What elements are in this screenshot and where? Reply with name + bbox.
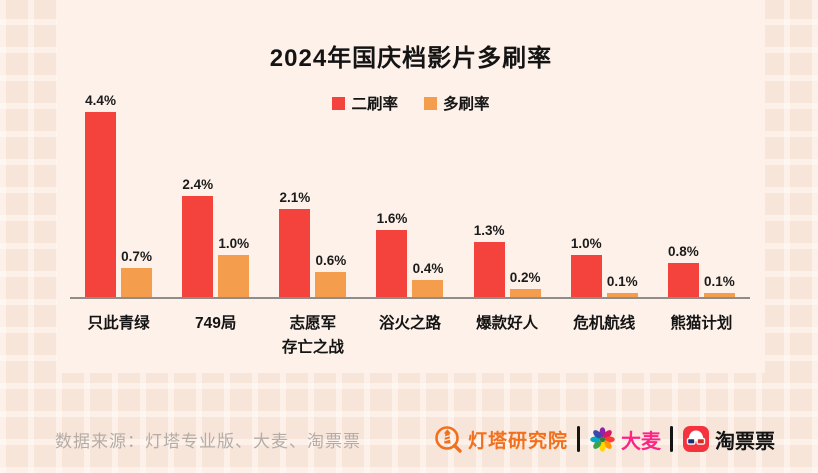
- bar-多刷率: [121, 268, 153, 297]
- bar-group: 1.6% 0.4%: [361, 211, 458, 297]
- bar-value-label: 0.8%: [668, 244, 699, 259]
- bar-value-label: 1.3%: [473, 223, 505, 238]
- bar-二刷率: [570, 255, 602, 297]
- plot-area: 4.4% 0.7% 2.4% 1.0% 2.1% 0.6% 1.6% 0.4% 1.3% 0.2%…: [70, 71, 750, 360]
- data-source-text: 数据来源：灯塔专业版、大麦、淘票票: [55, 431, 361, 451]
- x-axis-label: 749局: [195, 315, 237, 332]
- logo-separator: [670, 426, 673, 452]
- footer: 数据来源：灯塔专业版、大麦、淘票票 灯塔研究院: [55, 418, 775, 460]
- bar-value-label: 0.2%: [509, 270, 541, 285]
- bar-column: 4.4%: [85, 93, 117, 297]
- taopiaopiao-3d-glasses-icon: [683, 426, 709, 452]
- x-axis-label: 志愿军 存亡之战: [281, 315, 344, 357]
- x-axis-label: 只此青绿: [87, 315, 150, 332]
- bar-二刷率: [376, 230, 408, 297]
- bar-column: 0.4%: [412, 261, 444, 297]
- bar-group: 4.4% 0.7%: [70, 93, 167, 297]
- bar-多刷率: [703, 293, 735, 297]
- legend-item-multi-watch: 多刷率: [424, 92, 490, 114]
- dengta-logo-text: 灯塔研究院: [467, 430, 568, 452]
- legend-item-second-watch: 二刷率: [332, 92, 398, 114]
- bar-value-label: 1.0%: [218, 236, 250, 251]
- bar-group: 1.3% 0.2%: [459, 223, 556, 297]
- bar-column: 1.0%: [218, 236, 250, 297]
- bar-column: 0.1%: [703, 274, 735, 297]
- bar-column: 0.8%: [667, 244, 699, 297]
- bar-column: 2.1%: [279, 190, 311, 297]
- damai-logo: 大麦: [589, 425, 661, 454]
- bar-group: 0.8% 0.1%: [653, 244, 750, 297]
- dengta-logo: 灯塔研究院: [433, 424, 568, 454]
- damai-logo-text: 大麦: [621, 430, 661, 453]
- bar-column: 2.4%: [182, 177, 214, 297]
- bar-value-label: 4.4%: [85, 93, 116, 108]
- chart-legend: 二刷率 多刷率: [57, 92, 765, 114]
- bar-value-label: 0.1%: [704, 274, 735, 289]
- chart-card: 2024年国庆档影片多刷率 二刷率 多刷率 4.4% 0.7% 2.4% 1.0% 2.…: [57, 0, 765, 373]
- bar-二刷率: [182, 196, 214, 297]
- bar-二刷率: [473, 242, 505, 297]
- bar-column: 0.2%: [509, 270, 541, 297]
- legend-label: 多刷率: [443, 96, 490, 113]
- lighthouse-magnifier-icon: [435, 426, 462, 453]
- bar-多刷率: [315, 272, 347, 297]
- bar-column: 0.6%: [315, 253, 347, 297]
- bar-column: 0.1%: [606, 274, 638, 297]
- legend-label: 二刷率: [351, 96, 398, 113]
- x-axis-line: [70, 297, 750, 299]
- bar-value-label: 2.4%: [182, 177, 214, 192]
- bar-value-label: 2.1%: [279, 190, 311, 205]
- bar-多刷率: [218, 255, 250, 297]
- bar-value-label: 0.7%: [121, 249, 152, 264]
- bar-column: 0.7%: [121, 249, 153, 297]
- bar-多刷率: [412, 280, 444, 297]
- logo-separator: [577, 426, 580, 452]
- bar-value-label: 0.4%: [412, 261, 444, 276]
- x-axis-labels: 只此青绿 749局 志愿军 存亡之战 浴火之路 爆款好人 危机航线 熊猫计划: [70, 299, 750, 360]
- bar-二刷率: [85, 112, 117, 297]
- x-axis-label: 浴火之路: [378, 315, 441, 332]
- bar-value-label: 0.6%: [315, 253, 347, 268]
- bar-column: 1.0%: [570, 236, 602, 297]
- x-axis-label: 危机航线: [573, 315, 636, 332]
- brand-logos: 灯塔研究院 大麦: [433, 424, 775, 454]
- bar-value-label: 0.1%: [606, 274, 638, 289]
- bar-多刷率: [606, 293, 638, 297]
- taopiaopiao-logo: 淘票票: [682, 425, 775, 454]
- bar-group: 2.4% 1.0%: [167, 177, 264, 297]
- bar-value-label: 1.0%: [570, 236, 602, 251]
- pinwheel-icon: [590, 426, 615, 452]
- bar-多刷率: [509, 289, 541, 297]
- bar-二刷率: [667, 263, 699, 297]
- x-axis-label: 熊猫计划: [670, 315, 733, 332]
- chart-title: 2024年国庆档影片多刷率: [269, 45, 553, 72]
- bar-group: 2.1% 0.6%: [264, 190, 361, 297]
- bar-column: 1.3%: [473, 223, 505, 297]
- legend-swatch-red: [332, 96, 346, 110]
- taopiaopiao-logo-text: 淘票票: [715, 430, 775, 453]
- bar-value-label: 1.6%: [376, 211, 408, 226]
- legend-swatch-orange: [424, 96, 437, 110]
- bar-column: 1.6%: [376, 211, 408, 297]
- bar-二刷率: [279, 209, 311, 297]
- bars-container: 4.4% 0.7% 2.4% 1.0% 2.1% 0.6% 1.6% 0.4% 1.3% 0.2%…: [70, 71, 750, 297]
- x-axis-label: 爆款好人: [476, 315, 539, 332]
- bar-group: 1.0% 0.1%: [556, 236, 653, 297]
